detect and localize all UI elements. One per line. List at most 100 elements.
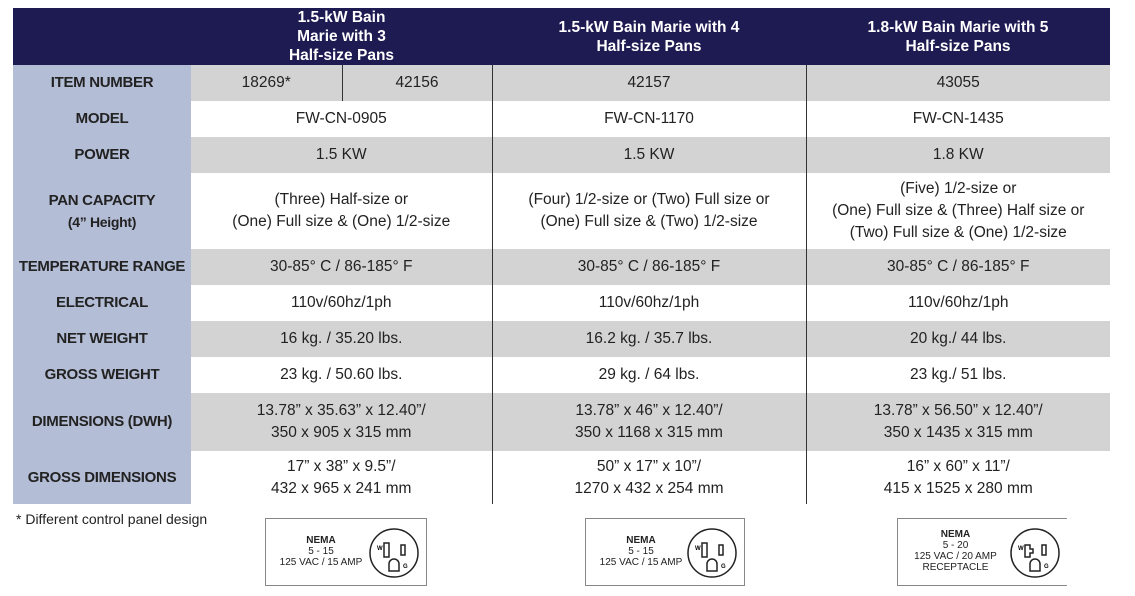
header-model-4pan: 1.5-kW Bain Marie with 4 Half-size Pans	[492, 8, 806, 65]
table-row: DIMENSIONS (DWH) 13.78” x 35.63” x 12.40”…	[13, 393, 1110, 451]
cell: 23 kg./ 51 lbs.	[805, 357, 1110, 393]
header-blank	[13, 8, 191, 65]
footnote: * Different control panel design	[16, 511, 208, 527]
table-row: ELECTRICAL 110v/60hz/1ph 110v/60hz/1ph 110v…	[13, 285, 1110, 321]
cell-line: 13.78” x 35.63” x 12.40”/	[256, 402, 426, 419]
cell: 16 kg. / 35.20 lbs.	[191, 321, 492, 357]
cell: 18269*	[191, 65, 342, 101]
cell: 110v/60hz/1ph	[805, 285, 1110, 321]
cell: FW-CN-0905	[295, 110, 387, 127]
table-row: GROSS WEIGHT 23 kg. / 50.60 lbs. 29 kg. / …	[13, 357, 1110, 393]
cell-line: (Two) Full size & (One) 1/2-size	[849, 224, 1067, 241]
cell-line: 13.78” x 46” x 12.40”/	[575, 402, 723, 419]
cell: 13.78” x 56.50” x 12.40”/ 350 x 1435 x 31…	[805, 393, 1110, 451]
cell: 43055	[805, 65, 1110, 101]
cell: (Five) 1/2-size or (One) Full size & (Thr…	[805, 173, 1110, 249]
nema-receptacle-icon: WG	[687, 528, 737, 578]
row-label-text: ELECTRICAL	[56, 294, 148, 311]
row-label: ELECTRICAL	[13, 285, 191, 321]
cell: 20 kg./ 44 lbs.	[805, 321, 1110, 357]
nema-rating: 125 VAC / 20 AMP	[914, 551, 997, 562]
row-label: DIMENSIONS (DWH)	[13, 393, 191, 451]
header-row: 1.5-kW Bain Marie with 3 Half-size Pans …	[13, 8, 1110, 65]
cell: 23 kg. / 50.60 lbs.	[280, 366, 403, 383]
cell: 16.2 kg. / 35.7 lbs.	[491, 321, 806, 357]
nema-rating: 125 VAC / 15 AMP	[279, 557, 363, 568]
nema-type: 5 - 20	[942, 540, 969, 551]
header-model-5pan: 1.8-kW Bain Marie with 5 Half-size Pans	[806, 8, 1110, 65]
cell-line: (Three) Half-size or	[274, 191, 409, 208]
svg-text:W: W	[377, 546, 383, 552]
nema-type: 5 - 15	[308, 546, 334, 557]
cell-line: (Five) 1/2-size or	[900, 180, 1017, 197]
cell: 110v/60hz/1ph	[290, 294, 392, 311]
cell-line: 350 x 1435 x 315 mm	[883, 424, 1033, 441]
row-label: GROSS WEIGHT	[13, 357, 191, 393]
row-label: TEMPERATURE RANGE	[13, 249, 191, 285]
cell: 29 kg. / 64 lbs.	[491, 357, 806, 393]
cell: 17” x 38” x 9.5”/ 432 x 965 x 241 mm	[191, 451, 492, 504]
table-row: MODEL FW-CN-0905 FW-CN-1170 FW-CN-1435	[13, 101, 1110, 137]
header-model-3pan: 1.5-kW Bain Marie with 3 Half-size Pans	[191, 8, 492, 65]
nema-receptacle-icon: WG	[1010, 528, 1060, 578]
cell-line: 1270 x 432 x 254 mm	[574, 479, 724, 497]
svg-text:G: G	[721, 564, 726, 570]
row-label: PAN CAPACITY (4” Height)	[13, 173, 191, 249]
cell-line: 17” x 38” x 9.5”/	[286, 457, 396, 475]
cell-line: 350 x 1168 x 315 mm	[575, 424, 723, 441]
nema-plug-box: NEMA 5 - 15 125 VAC / 15 AMP W G	[265, 518, 427, 586]
row-label: POWER	[13, 137, 191, 173]
nema-extra: RECEPTACLE	[922, 562, 989, 573]
cell-line: (One) Full size & (One) 1/2-size	[232, 213, 451, 230]
table-row: POWER 1.5 KW 1.5 KW 1.8 KW	[13, 137, 1110, 173]
cell: FW-CN-1170	[491, 101, 806, 137]
cell-line: (One) Full size & (Three) Half size or	[832, 202, 1085, 219]
table-row: TEMPERATURE RANGE 30-85° C / 86-185° F 30-…	[13, 249, 1110, 285]
row-label-text: POWER	[74, 146, 130, 163]
row-label: NET WEIGHT	[13, 321, 191, 357]
cell: 1.8 KW	[805, 137, 1110, 173]
row-sublabel: (4” Height)	[67, 214, 137, 230]
spec-table: 1.5-kW Bain Marie with 3 Half-size Pans …	[13, 8, 1110, 504]
row-label: GROSS DIMENSIONS	[13, 451, 191, 504]
svg-text:G: G	[1044, 564, 1049, 570]
cell-line: 13.78” x 56.50” x 12.40”/	[873, 402, 1043, 419]
nema-text: NEMA 5 - 15 125 VAC / 15 AMP	[586, 535, 696, 568]
table-row: GROSS DIMENSIONS 17” x 38” x 9.5”/ 432 x 9…	[13, 451, 1110, 504]
table-row: NET WEIGHT 16 kg. / 35.20 lbs. 16.2 kg. / …	[13, 321, 1110, 357]
row-label-text: GROSS DIMENSIONS	[27, 468, 177, 486]
cell: 1.5 KW	[491, 137, 806, 173]
nema-title: NEMA	[626, 535, 656, 546]
cell: (Three) Half-size or (One) Full size & (O…	[191, 173, 492, 249]
row-label: ITEM NUMBER	[13, 65, 191, 101]
table-row: PAN CAPACITY (4” Height) (Three) Half-size…	[13, 173, 1110, 249]
row-label-text: DIMENSIONS (DWH)	[31, 413, 173, 430]
cell-line: 50” x 17” x 10”/	[596, 457, 702, 475]
cell-line: 16” x 60” x 11”/	[906, 457, 1010, 475]
nema-title: NEMA	[306, 535, 336, 546]
cell: 42157	[491, 65, 806, 101]
cell: 50” x 17” x 10”/ 1270 x 432 x 254 mm	[491, 451, 806, 504]
cell: (Four) 1/2-size or (Two) Full size or (On…	[491, 173, 806, 249]
nema-text: NEMA 5 - 20 125 VAC / 20 AMP RECEPTACLE	[898, 529, 1013, 573]
row-label-text: MODEL	[75, 110, 129, 127]
cell: 42156	[341, 65, 492, 101]
nema-plug-box: NEMA 5 - 20 125 VAC / 20 AMP RECEPTACLE W G	[897, 518, 1067, 586]
cell: 30-85° C / 86-185° F	[491, 249, 806, 285]
row-label: MODEL	[13, 101, 191, 137]
cell-line: (One) Full size & (Two) 1/2-size	[540, 213, 758, 230]
row-label-text: NET WEIGHT	[56, 330, 148, 347]
cell-line: 350 x 905 x 315 mm	[271, 424, 412, 441]
cell: 1.5 KW	[191, 137, 492, 173]
cell-line: 432 x 965 x 241 mm	[271, 479, 412, 497]
nema-text: NEMA 5 - 15 125 VAC / 15 AMP	[266, 535, 376, 568]
cell: 30-85° C / 86-185° F	[805, 249, 1110, 285]
cell-line: 415 x 1525 x 280 mm	[883, 479, 1033, 497]
nema-title: NEMA	[940, 529, 971, 540]
cell: 16” x 60” x 11”/ 415 x 1525 x 280 mm	[805, 451, 1110, 504]
cell-line: (Four) 1/2-size or (Two) Full size or	[528, 191, 770, 208]
cell: 110v/60hz/1ph	[491, 285, 806, 321]
row-label-text: TEMPERATURE RANGE	[18, 258, 186, 275]
row-label-text: GROSS WEIGHT	[44, 366, 160, 383]
cell: 13.78” x 35.63” x 12.40”/ 350 x 905 x 315…	[191, 393, 492, 451]
